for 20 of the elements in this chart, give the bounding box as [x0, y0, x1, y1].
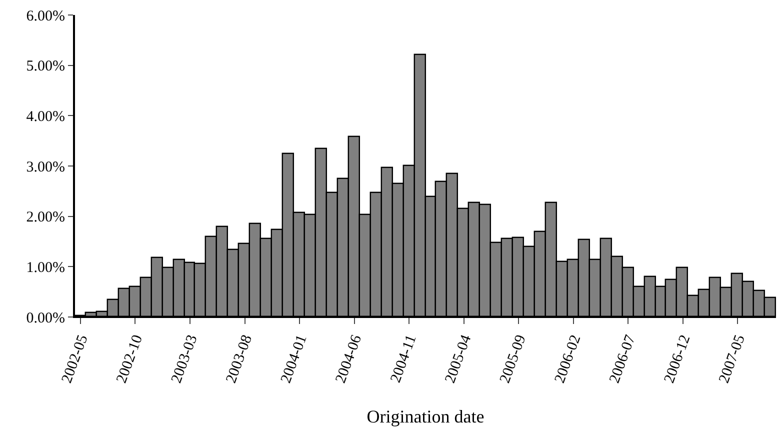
y-tick-label: 4.00%	[26, 108, 65, 125]
x-tick-label: 2004-11	[388, 332, 420, 385]
y-tick-label: 5.00%	[26, 58, 65, 75]
x-tick-label: 2006-07	[606, 332, 640, 386]
x-tick-label: 2006-12	[662, 332, 694, 386]
x-tick-label: 2006-02	[552, 332, 584, 386]
x-tick-label: 2005-04	[442, 332, 475, 386]
x-tick-label: 2002-10	[114, 332, 146, 386]
x-tick-label: 2004-06	[332, 332, 366, 386]
y-tick-label: 1.00%	[26, 260, 65, 276]
x-tick-label: 2003-08	[223, 332, 256, 386]
x-tick-label: 2003-03	[168, 332, 201, 386]
y-tick-label: 6.00%	[26, 8, 65, 24]
y-tick-label: 3.00%	[26, 159, 65, 176]
y-tick-label: 0.00%	[26, 310, 65, 326]
x-axis-title: Origination date	[366, 406, 484, 427]
x-tick-label: 2007-05	[716, 332, 748, 386]
y-tick-label: 2.00%	[26, 210, 65, 226]
x-tick-label: 2002-05	[59, 332, 92, 386]
x-tick-label: 2005-09	[497, 332, 530, 386]
